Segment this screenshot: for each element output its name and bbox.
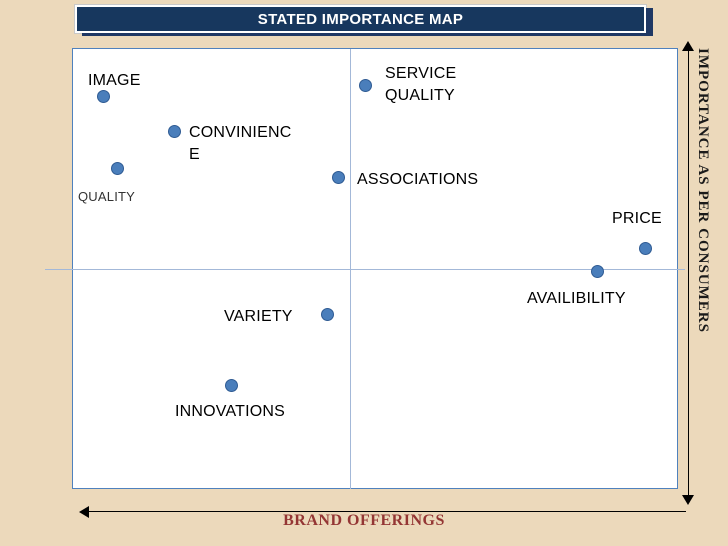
data-point-label: QUALITY — [78, 189, 136, 204]
data-point-dot — [110, 161, 124, 175]
y-axis-down-arrow-icon — [682, 495, 694, 505]
importance-map-plot — [72, 48, 678, 489]
data-point-dot — [96, 89, 110, 103]
data-point-label: INNOVATIONS — [175, 403, 286, 420]
data-point-label: VARIETY — [224, 308, 293, 325]
x-axis-line — [88, 511, 686, 512]
data-point-dot — [167, 124, 181, 138]
y-axis-up-arrow-icon — [682, 41, 694, 51]
horizontal-midline — [45, 269, 685, 270]
slide-title-banner: STATED IMPORTANCE MAP — [75, 5, 646, 33]
data-point-label: ASSOCIATIONS — [357, 171, 479, 188]
vertical-midline — [350, 49, 351, 489]
x-axis-left-arrow-icon — [79, 506, 89, 518]
data-point-label: PRICE — [612, 210, 662, 227]
data-point-label: IMAGE — [88, 72, 141, 89]
data-point-dot — [224, 378, 238, 392]
data-point-dot — [331, 170, 345, 184]
data-point-label: AVAILIBILITY — [527, 290, 626, 307]
data-point-dot — [590, 264, 604, 278]
data-point-dot — [358, 78, 372, 92]
data-point-label: SERVICE QUALITY — [385, 65, 457, 104]
slide-title: STATED IMPORTANCE MAP — [257, 10, 464, 28]
data-point-label: CONVINIENC E — [189, 124, 292, 163]
data-point-dot — [320, 307, 334, 321]
y-axis-label: IMPORTANCE AS PER CONSUMERS — [695, 48, 711, 333]
x-axis-label: BRAND OFFERINGS — [283, 512, 445, 529]
data-point-dot — [638, 241, 652, 255]
y-axis-line — [688, 50, 689, 496]
